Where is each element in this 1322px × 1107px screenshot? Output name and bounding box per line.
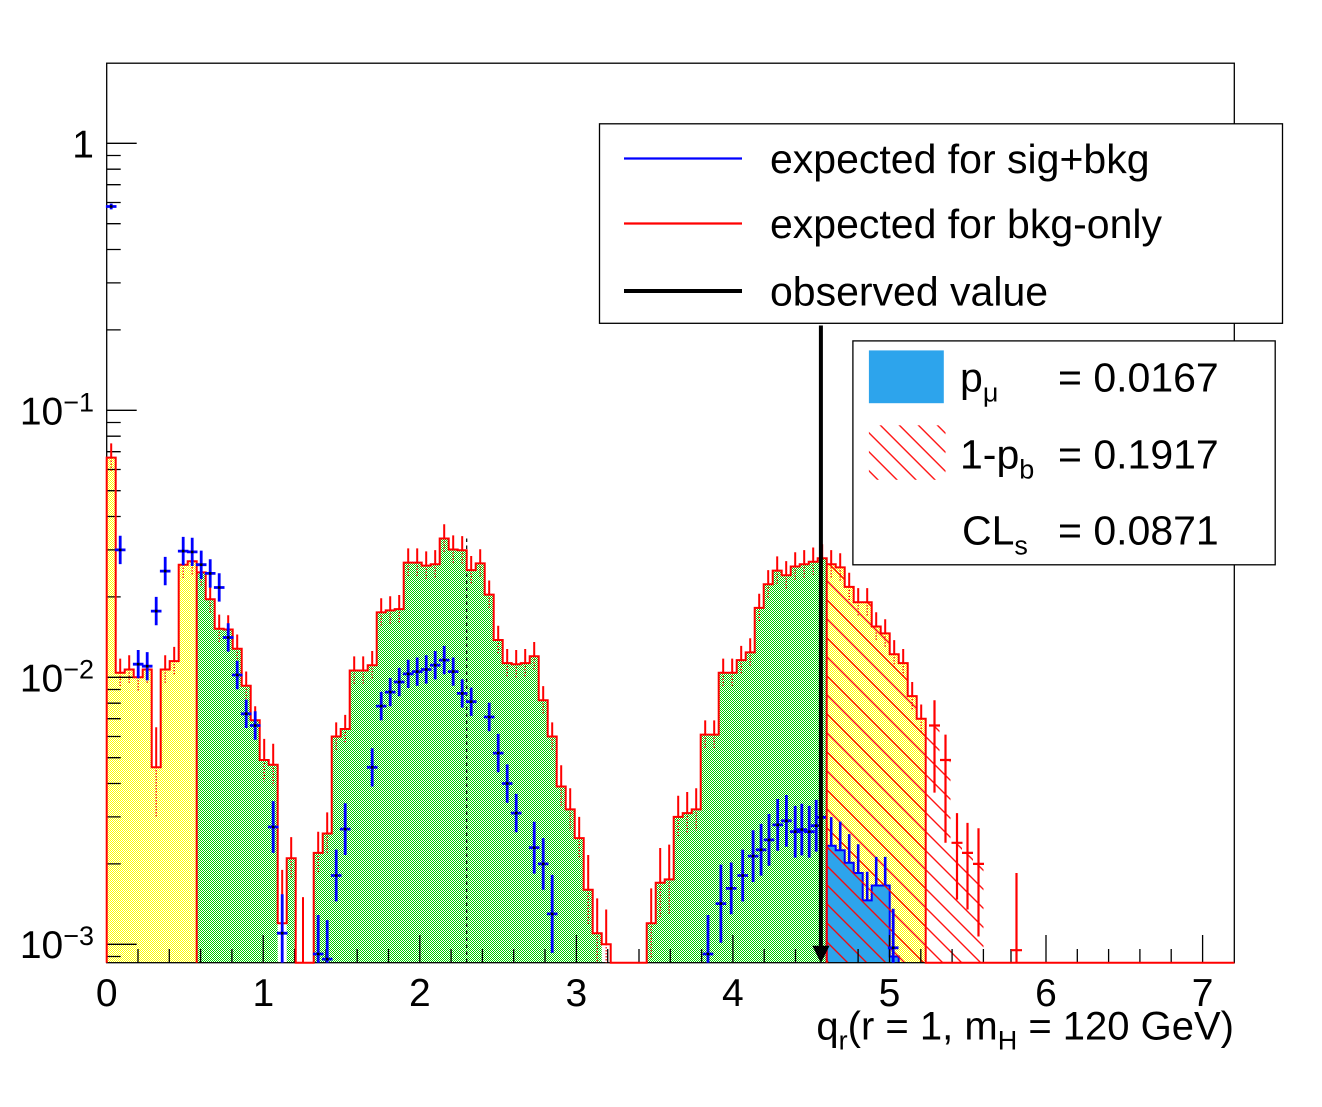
svg-text:4: 4 <box>722 972 744 1015</box>
svg-text:expected for sig+bkg: expected for sig+bkg <box>770 136 1150 182</box>
svg-text:0: 0 <box>96 972 118 1015</box>
svg-text:2: 2 <box>409 972 431 1015</box>
svg-text:3: 3 <box>566 972 588 1015</box>
svg-text:expected for bkg-only: expected for bkg-only <box>770 201 1163 247</box>
svg-text:1: 1 <box>252 972 274 1015</box>
svg-text:1: 1 <box>72 123 94 166</box>
svg-text:= 0.0167: = 0.0167 <box>1058 355 1219 401</box>
svg-text:= 0.0871: = 0.0871 <box>1058 508 1219 554</box>
svg-text:7: 7 <box>1192 972 1214 1015</box>
svg-text:10−1: 10−1 <box>20 387 94 433</box>
svg-text:observed value: observed value <box>770 269 1048 315</box>
svg-text:6: 6 <box>1035 972 1057 1015</box>
svg-text:= 0.1917: = 0.1917 <box>1058 432 1219 478</box>
svg-text:qr(r = 1, mH = 120 GeV): qr(r = 1, mH = 120 GeV) <box>816 1005 1234 1056</box>
svg-text:5: 5 <box>879 972 901 1015</box>
